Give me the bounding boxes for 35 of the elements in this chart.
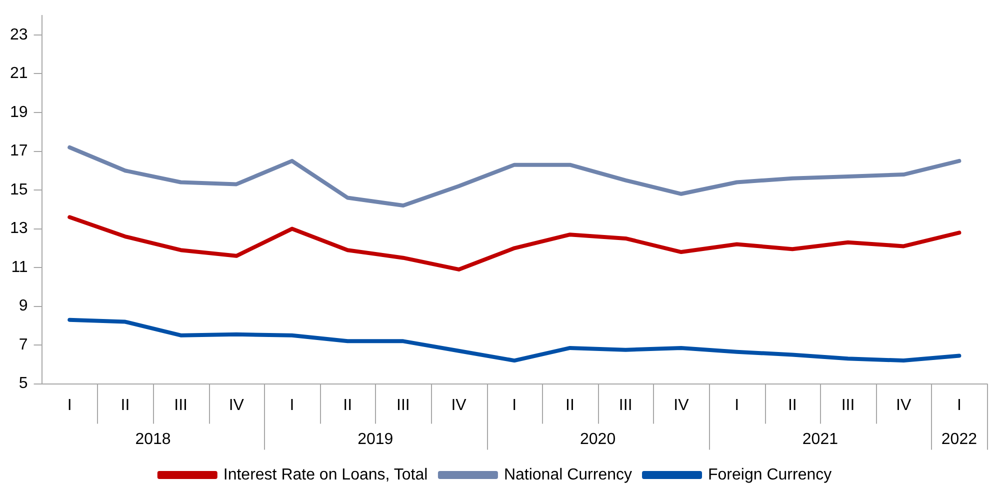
y-tick-label: 15 [10,181,28,198]
y-tick-label: 23 [10,26,28,44]
legend-label: Foreign Currency [708,466,832,484]
x-tick-label: I [512,396,517,414]
y-tick-label: 17 [10,142,28,160]
y-tick-label: 7 [18,336,28,354]
y-tick-label: 11 [11,258,28,276]
y-tick-label: 13 [10,220,28,238]
x-tick-label: I [956,396,962,414]
x-tick-label: II [343,396,352,414]
x-tick-label: IV [451,396,467,414]
y-tick-label: 5 [18,375,28,392]
x-tick-label: II [120,396,130,414]
y-tick-label: 19 [10,104,28,121]
x-tick-label: III [174,396,188,414]
x-tick-label: I [290,396,294,414]
x-tick-label: III [396,396,410,414]
text: 2018 [135,431,171,448]
y-tick-label: 9 [18,298,28,315]
text: 2020 [580,431,616,448]
legend-label: Interest Rate on Loans, Total [223,466,428,484]
x-tick-label: I [67,396,72,414]
x-tick-label: II [566,396,574,414]
text: 2021 [802,431,838,448]
x-tick-label: I [734,396,740,414]
x-tick-label: III [618,396,632,414]
text: 2019 [358,431,394,448]
legend-label: National Currency [504,466,632,484]
y-tick-label: 21 [10,65,28,82]
text: 2022 [941,431,978,448]
x-tick-label: IV [228,396,244,414]
x-tick-label: IV [896,396,912,414]
x-tick-label: III [841,396,855,414]
x-tick-label: II [788,396,797,414]
x-tick-label: IV [674,396,690,414]
